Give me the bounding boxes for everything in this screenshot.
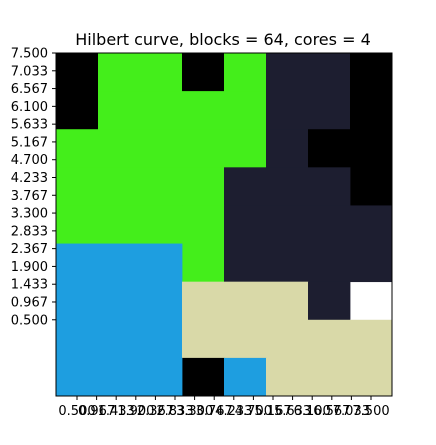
y-tick-label: 6.567 (11, 82, 48, 97)
heatmap-cell (182, 319, 351, 359)
y-tick-label: 1.900 (11, 260, 48, 275)
x-tick-label: 6.100 (294, 404, 331, 419)
y-tick-label: 1.433 (11, 278, 48, 293)
y-tick-label: 2.367 (11, 242, 48, 257)
heatmap-cell (56, 205, 183, 244)
heatmap-cell (56, 53, 99, 130)
heatmap-cell (182, 53, 225, 92)
heatmap-cell (350, 53, 393, 206)
y-tick-label: 5.167 (11, 135, 48, 150)
y-tick-label: 0.500 (11, 313, 48, 328)
x-tick-label: 5.167 (254, 404, 291, 419)
heatmap-cell (98, 91, 267, 130)
heatmap-cells (56, 53, 393, 397)
heatmap-cell (224, 205, 393, 283)
heatmap-cell (56, 167, 225, 206)
x-tick-label: 5.633 (274, 404, 311, 419)
heatmap-cell (266, 357, 393, 397)
x-tick-label: 2.367 (137, 404, 174, 419)
x-tick-label: 3.767 (196, 404, 233, 419)
y-axis-ticks: 0.500 0.967 1.433 1.900 2.367 2.833 3.300 3.767… (11, 47, 56, 328)
x-tick-label: 0.967 (78, 404, 115, 419)
y-tick-label: 4.233 (11, 171, 48, 186)
x-tick-label: 1.900 (117, 404, 154, 419)
y-tick-label: 7.500 (11, 47, 48, 62)
x-tick-label: 7.500 (352, 404, 389, 419)
heatmap-cell (56, 357, 183, 397)
heatmap-cell (182, 357, 225, 397)
y-tick-label: 0.967 (11, 295, 48, 310)
y-tick-label: 6.100 (11, 100, 48, 115)
y-tick-label: 2.833 (11, 224, 48, 239)
x-axis-ticks: 0.5000.9671.4331.9002.3672.8333.3003.767… (58, 396, 390, 419)
chart-title: Hilbert curve, blocks = 64, cores = 4 (75, 30, 371, 49)
heatmap-cell (350, 319, 393, 359)
y-tick-label: 5.633 (11, 118, 48, 133)
x-tick-label: 3.300 (176, 404, 213, 419)
plot-frame (55, 52, 393, 397)
x-tick-label: 2.833 (156, 404, 193, 419)
heatmap-cell (266, 53, 351, 130)
heatmap-cell (56, 129, 267, 168)
x-tick-label: 1.433 (98, 404, 135, 419)
heatmap-cell (308, 281, 351, 321)
y-tick-label: 4.700 (11, 153, 48, 168)
heatmap-cell (56, 243, 183, 359)
heatmap-cell (308, 129, 351, 168)
heatmap-cell (224, 53, 267, 92)
x-tick-label: 0.500 (58, 404, 95, 419)
y-tick-label: 3.767 (11, 189, 48, 204)
x-tick-label: 6.567 (313, 404, 350, 419)
heatmap-cell (266, 129, 309, 168)
heatmap-cell (224, 357, 267, 397)
heatmap-cell (182, 281, 309, 321)
x-tick-label: 7.033 (333, 404, 370, 419)
heatmap-cell (224, 167, 351, 206)
heatmap-cell (98, 53, 183, 92)
x-tick-label: 4.233 (215, 404, 252, 419)
heatmap-cell (182, 205, 225, 283)
y-tick-label: 7.033 (11, 64, 48, 79)
y-tick-label: 3.300 (11, 207, 48, 222)
x-tick-label: 4.700 (235, 404, 272, 419)
